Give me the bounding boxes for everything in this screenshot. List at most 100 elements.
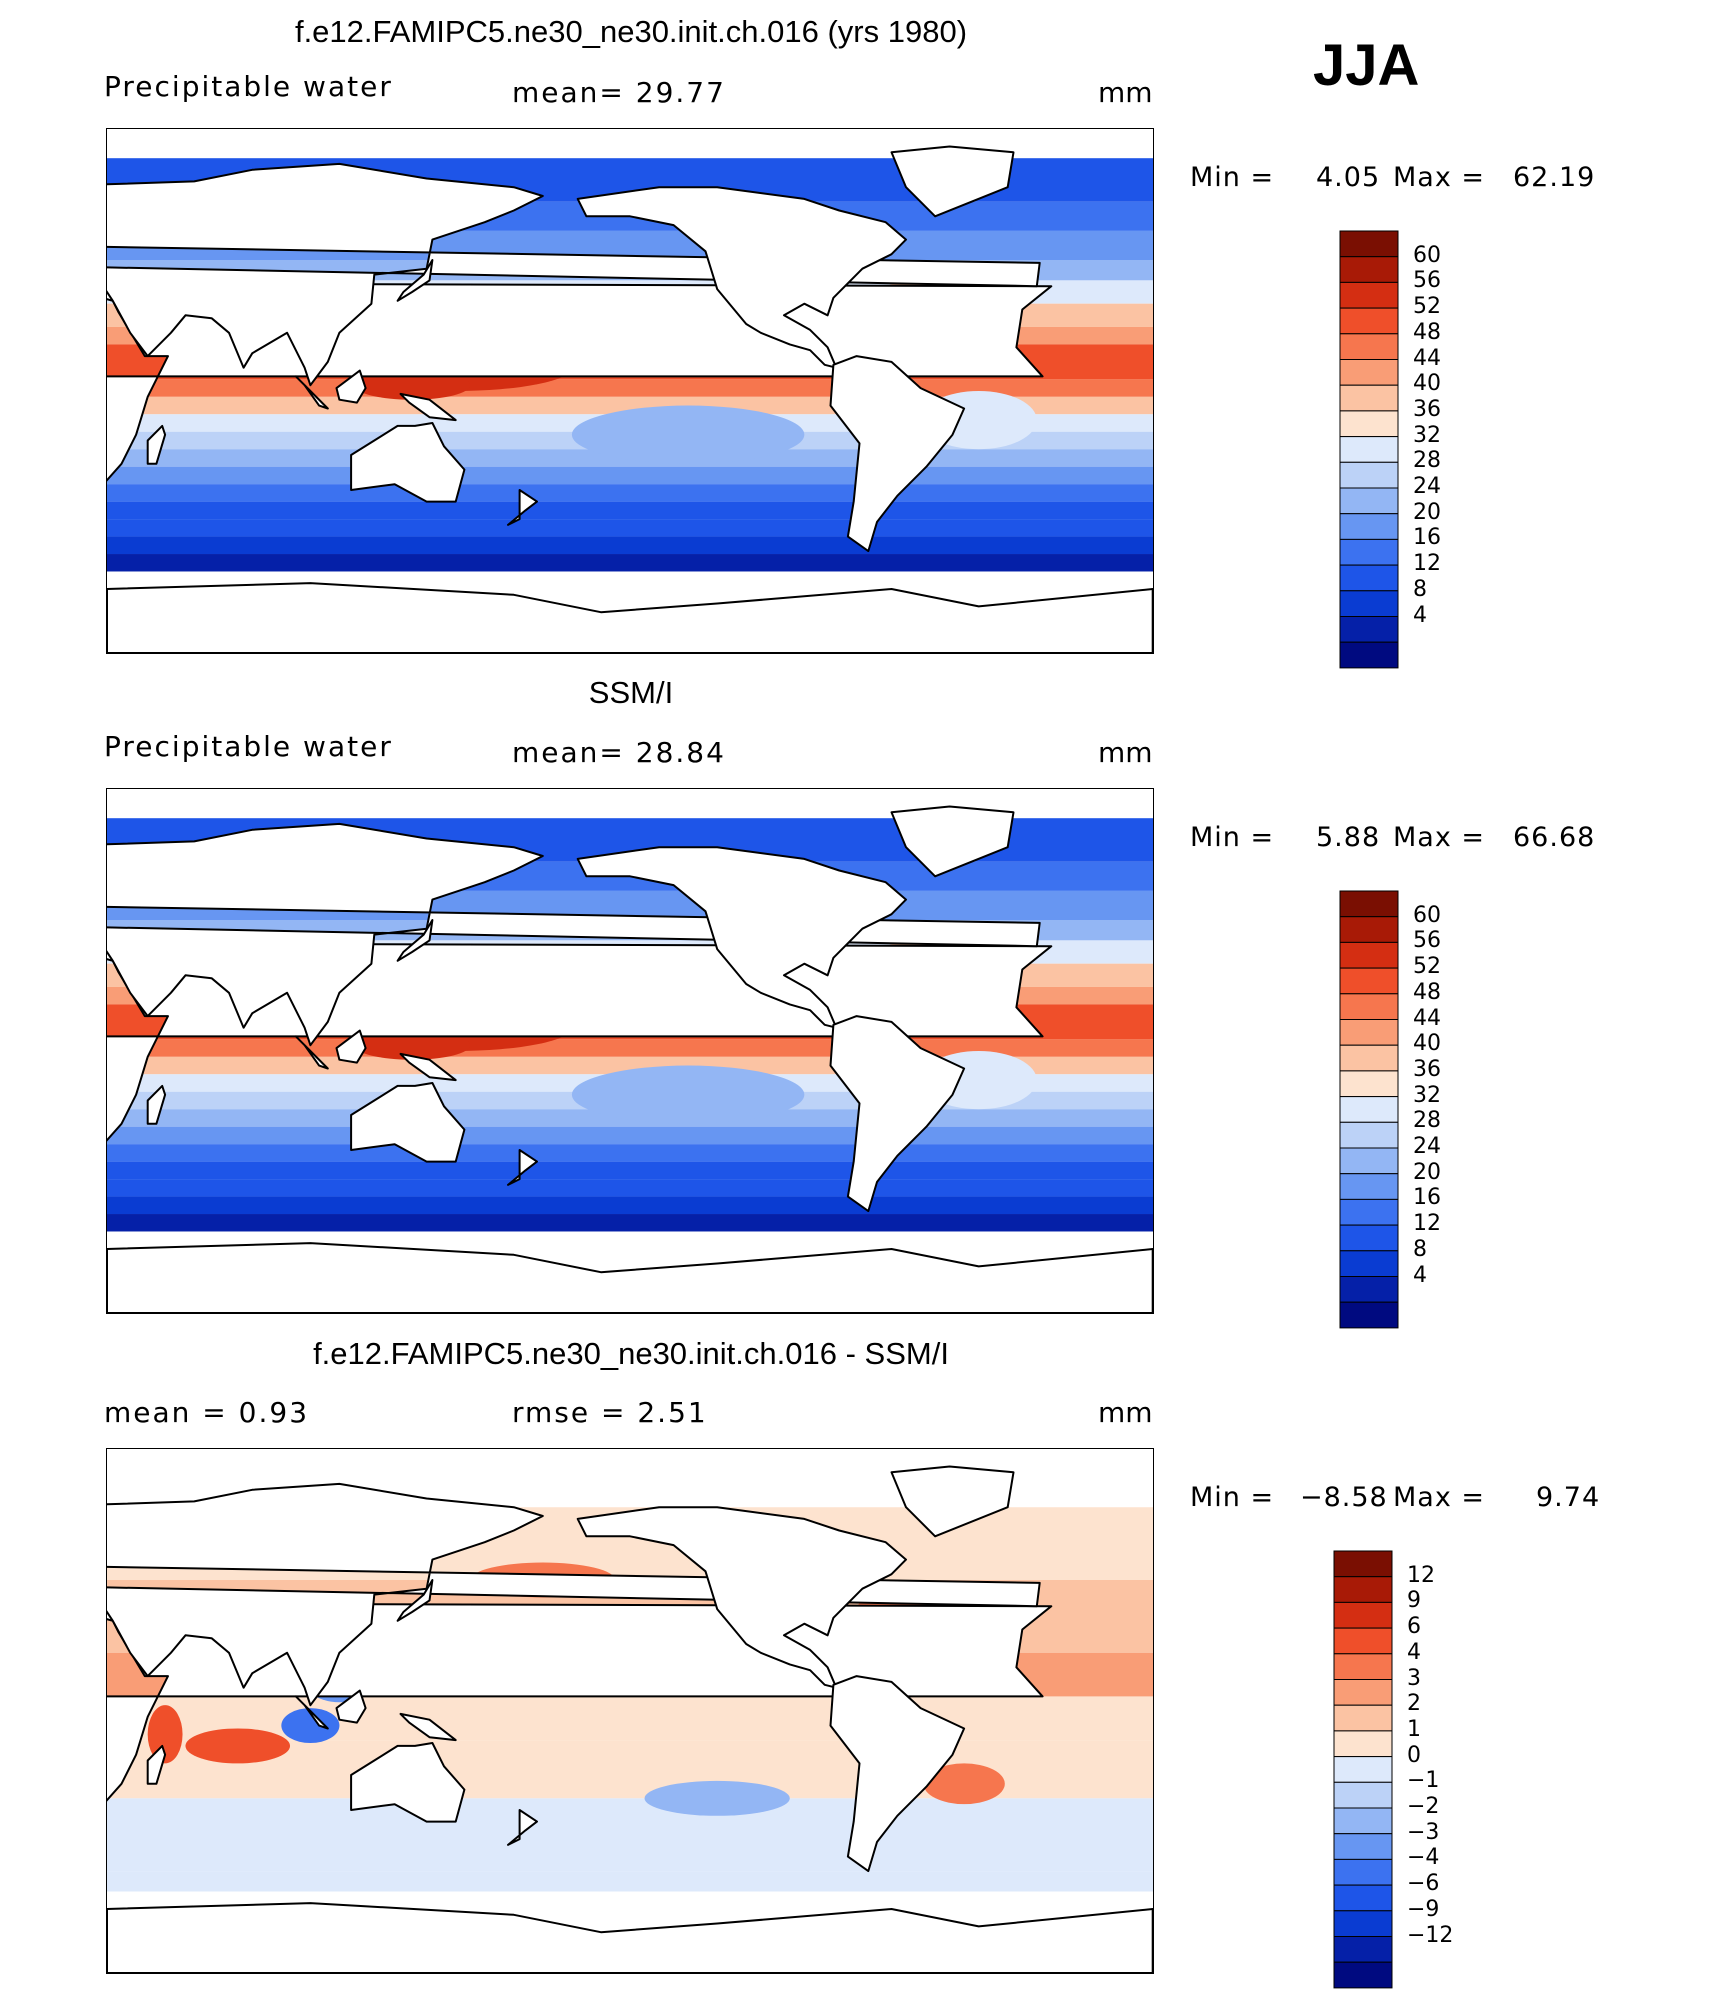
colorbar-swatch — [1333, 1910, 1393, 1937]
landmass — [350, 1742, 466, 1823]
landmass — [576, 186, 907, 369]
colorbar-swatch — [1339, 281, 1399, 309]
panel-1-map-svg — [107, 129, 1153, 653]
field-band — [107, 519, 1153, 537]
colorbar-swatch — [1339, 307, 1399, 335]
landmass — [107, 582, 1153, 653]
field-band — [107, 1161, 1153, 1180]
landmass — [107, 1242, 1153, 1313]
colorbar-tick-label: 4 — [1413, 602, 1427, 628]
colorbar-swatch — [1339, 890, 1399, 918]
landmass — [399, 1052, 457, 1082]
colorbar-swatch — [1333, 1730, 1393, 1758]
landmass — [576, 846, 907, 1029]
field-band — [107, 536, 1153, 555]
colorbar-tick-label: 52 — [1413, 954, 1441, 980]
colorbar-tick-label: 4 — [1407, 1639, 1421, 1665]
colorbar-tick-label: 32 — [1413, 422, 1441, 448]
colorbar-swatch — [1339, 1147, 1399, 1175]
colorbar-swatch — [1339, 436, 1399, 463]
colorbar-tick-label: −4 — [1407, 1845, 1440, 1871]
field-anomaly — [353, 1030, 471, 1060]
colorbar-tick-label: 24 — [1413, 1134, 1441, 1159]
colorbar-swatch — [1339, 1173, 1399, 1200]
colorbar-swatch — [1333, 1550, 1393, 1578]
panel-3-mean-label: mean = 0.93 — [104, 1396, 310, 1429]
colorbar-swatch — [1333, 1653, 1393, 1681]
colorbar-tick-label: 2 — [1407, 1691, 1421, 1717]
field-anomaly — [571, 405, 805, 464]
colorbar-tick-label: 32 — [1413, 1082, 1441, 1108]
colorbar-swatch — [1339, 1198, 1399, 1226]
landmass — [294, 1695, 329, 1730]
landmass — [107, 1602, 1053, 1802]
colorbar-swatch — [1339, 641, 1399, 669]
colorbar-tick-label: 60 — [1413, 902, 1441, 928]
landmass — [829, 355, 966, 553]
colorbar-tick-label: 28 — [1413, 1108, 1441, 1134]
landmass — [890, 1465, 1015, 1538]
colorbar-tick-label: 36 — [1413, 396, 1441, 422]
colorbar-swatch — [1339, 256, 1399, 283]
panel-1-max-label: Max = — [1393, 162, 1486, 193]
panel-3-max-value: 9.74 — [1536, 1482, 1601, 1513]
panel-1-variable-label: Precipitable water — [104, 70, 393, 103]
colorbar-tick-label: −1 — [1407, 1768, 1440, 1794]
colorbar-tick-label: −2 — [1407, 1794, 1440, 1819]
colorbar-tick-label: 28 — [1413, 448, 1441, 474]
landmass — [107, 1902, 1153, 1973]
panel-2-max-label: Max = — [1393, 822, 1486, 853]
colorbar-swatch — [1339, 916, 1399, 943]
colorbar-tick-label: 44 — [1413, 1005, 1441, 1031]
colorbar-tick-label: 40 — [1413, 1031, 1441, 1057]
colorbar-swatch — [1339, 1224, 1399, 1252]
colorbar-tick-label: 12 — [1413, 551, 1441, 577]
field-anomaly — [147, 1705, 183, 1764]
panel-1-min-value: 4.05 — [1316, 162, 1381, 193]
colorbar-tick-label: 9 — [1407, 1588, 1421, 1614]
colorbar-tick-label: 12 — [1407, 1562, 1435, 1588]
colorbar-tick-label: 48 — [1413, 979, 1441, 1005]
colorbar-swatch — [1333, 1756, 1393, 1783]
landmass — [350, 1082, 466, 1163]
panel-3-min-label: Min = — [1190, 1482, 1275, 1513]
colorbar-swatch — [1333, 1936, 1393, 1963]
colorbar-swatch — [1333, 1704, 1393, 1732]
colorbar-tick-label: 48 — [1413, 319, 1441, 345]
colorbar-swatch — [1333, 1858, 1393, 1886]
colorbar-tick-label: −6 — [1407, 1871, 1440, 1897]
landmass — [350, 422, 466, 503]
colorbar-swatch — [1333, 1807, 1393, 1835]
panel-1-min-label: Min = — [1190, 162, 1275, 193]
colorbar-swatch — [1339, 1019, 1399, 1046]
colorbar-swatch — [1339, 1070, 1399, 1098]
colorbar-svg — [1339, 230, 1399, 669]
colorbar-swatch — [1333, 1833, 1393, 1860]
panel-2-colorbar: 60 56 52 48 44 40 36 32 28 24 20 16 12 8 4 — [1339, 890, 1441, 1334]
colorbar-tick-label: 3 — [1407, 1665, 1421, 1691]
panel-2-min-value: 5.88 — [1316, 822, 1381, 853]
panel-1-map — [106, 128, 1154, 654]
landmass — [294, 375, 329, 410]
landmass — [890, 805, 1015, 878]
colorbar-swatch — [1339, 384, 1399, 412]
colorbar-tick-label: 16 — [1413, 525, 1441, 551]
landmass — [507, 489, 538, 526]
landmass — [576, 1506, 907, 1689]
panel-3-colorbar: 12 9 6 4 3 2 1 0 −1 −2 −3 −4 −6 −9 −12 — [1333, 1550, 1453, 1994]
landmass — [146, 424, 167, 465]
colorbar-swatch — [1339, 941, 1399, 969]
panel-1-max-value: 62.19 — [1513, 162, 1596, 193]
colorbar-swatch — [1333, 1627, 1393, 1655]
season-label: JJA — [1313, 33, 1420, 98]
colorbar-tick-label: 4 — [1413, 1262, 1427, 1288]
panel-2-map — [106, 788, 1154, 1314]
field-band — [107, 1179, 1153, 1197]
colorbar-swatch — [1333, 1781, 1393, 1809]
colorbar-swatch — [1339, 461, 1399, 489]
colorbar-tick-label: 16 — [1413, 1185, 1441, 1211]
colorbar-tick-label: 24 — [1413, 474, 1441, 499]
colorbar-tick-label: 60 — [1413, 242, 1441, 268]
landmass — [107, 942, 1053, 1142]
field-anomaly — [923, 1763, 1005, 1805]
